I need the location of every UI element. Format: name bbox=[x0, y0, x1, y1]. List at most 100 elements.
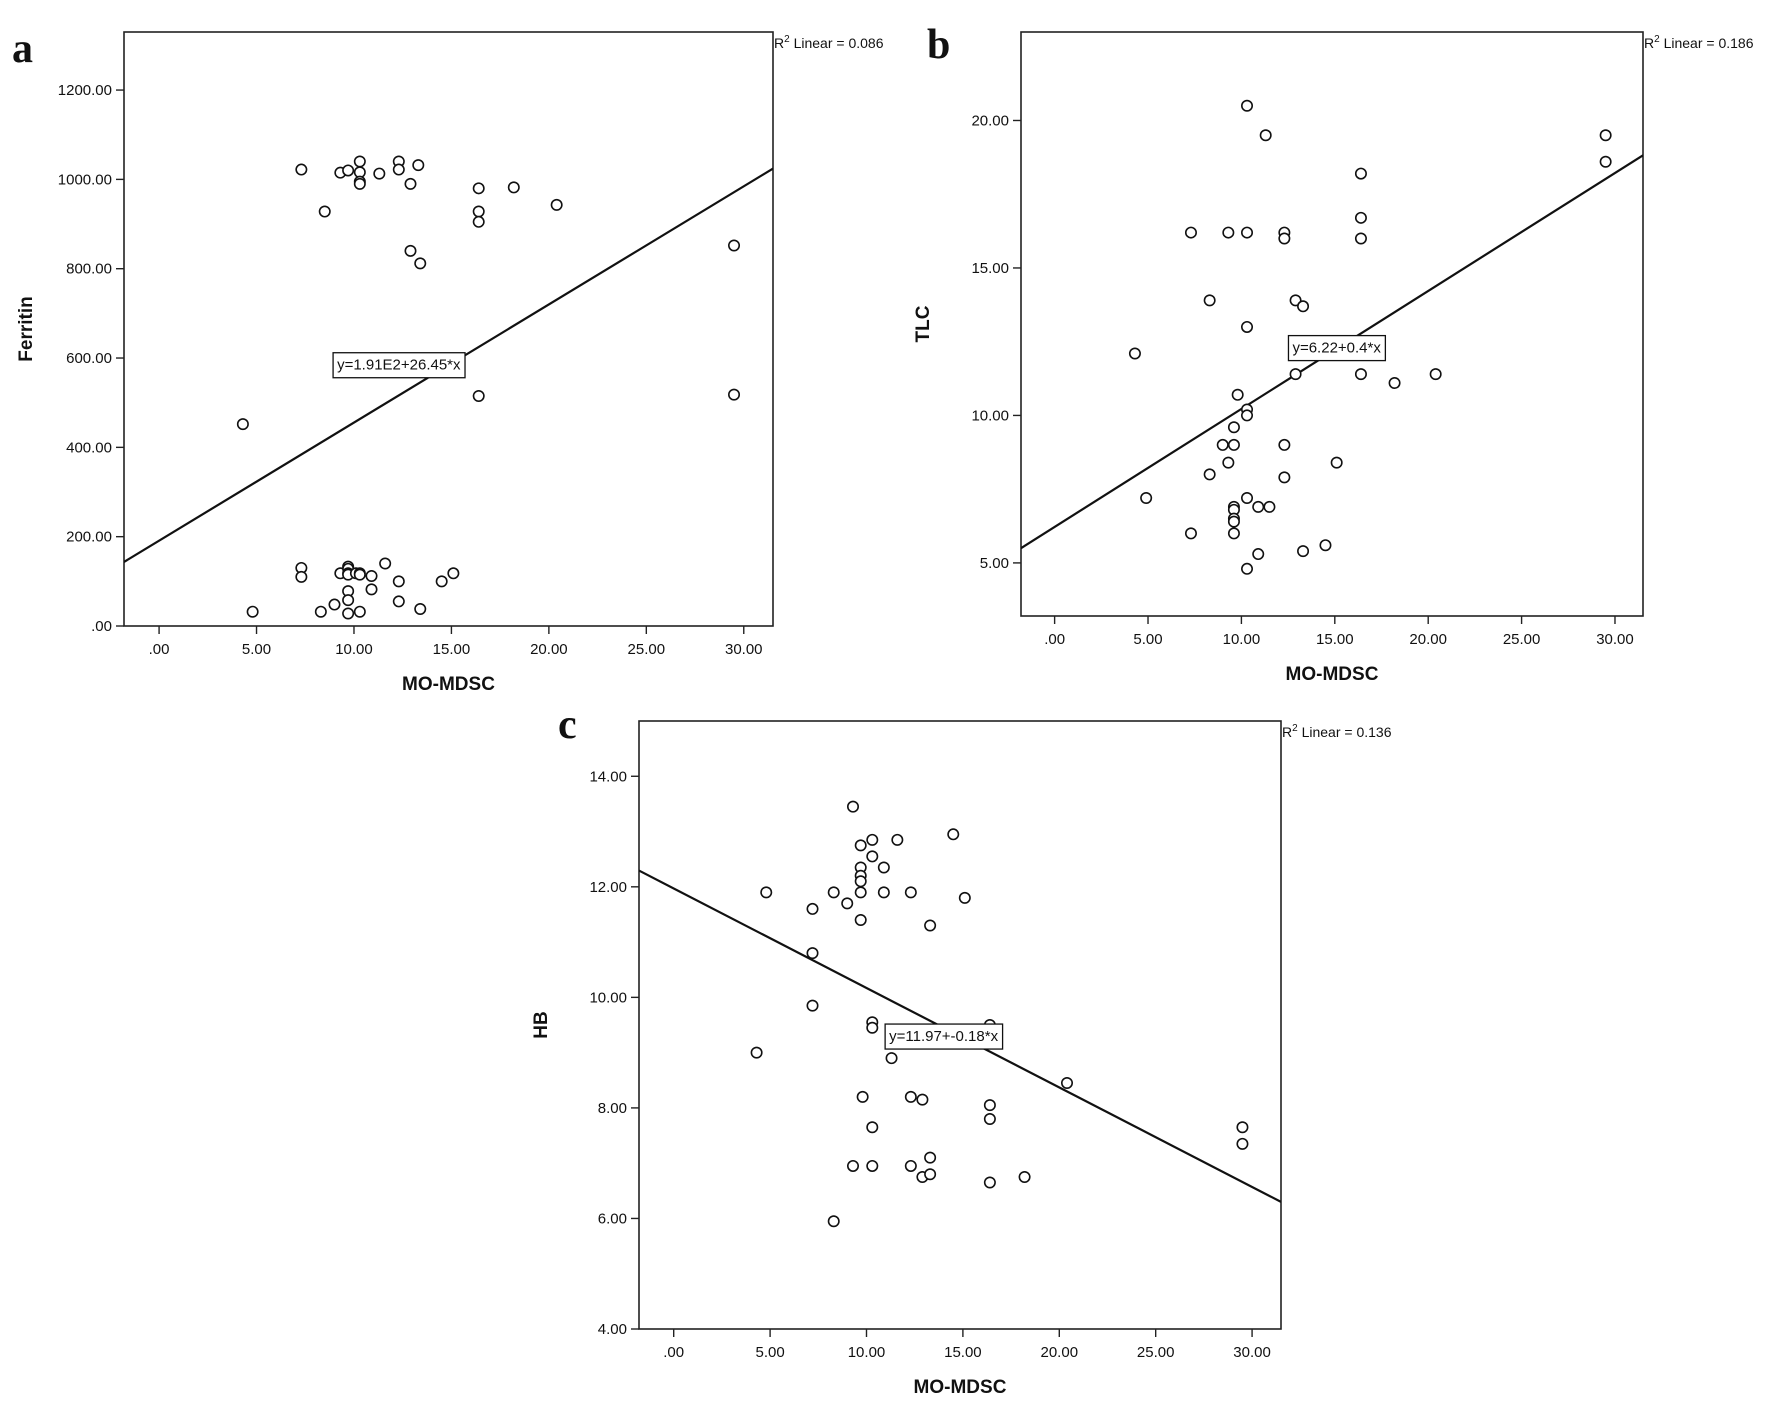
y-tick-label: 8.00 bbox=[598, 1100, 627, 1117]
data-point bbox=[365, 583, 378, 596]
data-point bbox=[1236, 1137, 1249, 1150]
y-tick-label: 14.00 bbox=[589, 768, 627, 785]
data-point bbox=[924, 1151, 937, 1164]
data-point bbox=[472, 389, 485, 402]
data-point bbox=[947, 828, 960, 841]
y-tick-label: .00 bbox=[91, 618, 112, 635]
y-tick-label: 5.00 bbox=[980, 555, 1009, 572]
data-point bbox=[1252, 500, 1265, 513]
y-tick-label: 20.00 bbox=[971, 112, 1009, 129]
data-point bbox=[414, 603, 427, 616]
x-tick-label: 25.00 bbox=[1137, 1344, 1175, 1361]
x-tick-label: 5.00 bbox=[1133, 631, 1162, 648]
x-tick-label: .00 bbox=[149, 641, 170, 658]
x-tick-label: 5.00 bbox=[755, 1344, 784, 1361]
data-point bbox=[841, 897, 854, 910]
data-point bbox=[983, 1176, 996, 1189]
data-point bbox=[1297, 300, 1310, 313]
equation-label: y=11.97+-0.18*x bbox=[884, 1023, 1004, 1050]
x-tick-label: .00 bbox=[1044, 631, 1065, 648]
y-axis-title: HB bbox=[531, 1011, 552, 1038]
data-point bbox=[728, 388, 741, 401]
data-point bbox=[924, 1168, 937, 1181]
y-tick-label: 1200.00 bbox=[58, 82, 112, 99]
data-point bbox=[246, 605, 259, 618]
data-point bbox=[1184, 527, 1197, 540]
x-tick-label: 15.00 bbox=[433, 641, 471, 658]
data-point bbox=[806, 902, 819, 915]
data-point bbox=[318, 205, 331, 218]
data-point bbox=[1259, 129, 1272, 142]
data-point bbox=[404, 244, 417, 257]
data-point bbox=[1222, 226, 1235, 239]
equation-text: y=1.91E2+26.45*x bbox=[337, 357, 461, 374]
data-point bbox=[435, 575, 448, 588]
data-point bbox=[750, 1046, 763, 1059]
data-point bbox=[1140, 492, 1153, 505]
data-point bbox=[404, 177, 417, 190]
data-point bbox=[1222, 456, 1235, 469]
data-point bbox=[924, 919, 937, 932]
data-point bbox=[1278, 438, 1291, 451]
data-point bbox=[728, 239, 741, 252]
x-tick-label: 10.00 bbox=[335, 641, 373, 658]
x-tick-label: 20.00 bbox=[530, 641, 568, 658]
data-point bbox=[1227, 515, 1240, 528]
data-point bbox=[447, 567, 460, 580]
plot-frame bbox=[638, 720, 1282, 1330]
data-point bbox=[412, 159, 425, 172]
data-point bbox=[916, 1093, 929, 1106]
data-point bbox=[1599, 155, 1612, 168]
r2-label: R2 Linear = 0.186 bbox=[1644, 34, 1754, 51]
data-point bbox=[846, 800, 859, 813]
y-axis-title: TLC bbox=[913, 305, 934, 342]
equation-label: y=1.91E2+26.45*x bbox=[332, 352, 466, 379]
y-tick-label: 1000.00 bbox=[58, 171, 112, 188]
data-point bbox=[373, 167, 386, 180]
data-point bbox=[1018, 1171, 1031, 1184]
data-point bbox=[353, 177, 366, 190]
data-point bbox=[983, 1112, 996, 1125]
data-point bbox=[328, 598, 341, 611]
data-point bbox=[854, 913, 867, 926]
data-point bbox=[846, 1159, 859, 1172]
panel-letter: a bbox=[12, 26, 33, 72]
r2-label: R2 Linear = 0.136 bbox=[1282, 723, 1392, 740]
data-point bbox=[1203, 294, 1216, 307]
data-point bbox=[1354, 232, 1367, 245]
y-tick-label: 200.00 bbox=[66, 529, 112, 546]
data-point bbox=[1278, 232, 1291, 245]
equation-text: y=11.97+-0.18*x bbox=[889, 1028, 998, 1045]
data-point bbox=[1061, 1077, 1074, 1090]
equation-label: y=6.22+0.4*x bbox=[1287, 334, 1387, 362]
data-point bbox=[1330, 456, 1343, 469]
data-point bbox=[550, 198, 563, 211]
y-tick-label: 15.00 bbox=[971, 260, 1009, 277]
data-point bbox=[1241, 409, 1254, 422]
data-point bbox=[904, 886, 917, 899]
x-tick-label: 15.00 bbox=[944, 1344, 982, 1361]
data-point bbox=[827, 1215, 840, 1228]
x-tick-label: 30.00 bbox=[725, 641, 763, 658]
r2-label: R2 Linear = 0.086 bbox=[774, 34, 884, 51]
data-point bbox=[507, 181, 520, 194]
data-point bbox=[1278, 471, 1291, 484]
data-point bbox=[1128, 347, 1141, 360]
data-point bbox=[414, 257, 427, 270]
data-point bbox=[392, 575, 405, 588]
data-point bbox=[1184, 226, 1197, 239]
data-point bbox=[866, 833, 879, 846]
data-point bbox=[983, 1099, 996, 1112]
plot-frame bbox=[123, 31, 774, 627]
data-point bbox=[856, 1090, 869, 1103]
data-point bbox=[760, 886, 773, 899]
data-point bbox=[854, 875, 867, 888]
data-point bbox=[1319, 539, 1332, 552]
data-point bbox=[904, 1159, 917, 1172]
x-tick-label: 5.00 bbox=[242, 641, 271, 658]
data-point bbox=[1388, 376, 1401, 389]
x-tick-label: 25.00 bbox=[628, 641, 666, 658]
data-point bbox=[295, 570, 308, 583]
data-point bbox=[353, 155, 366, 168]
y-tick-label: 600.00 bbox=[66, 350, 112, 367]
